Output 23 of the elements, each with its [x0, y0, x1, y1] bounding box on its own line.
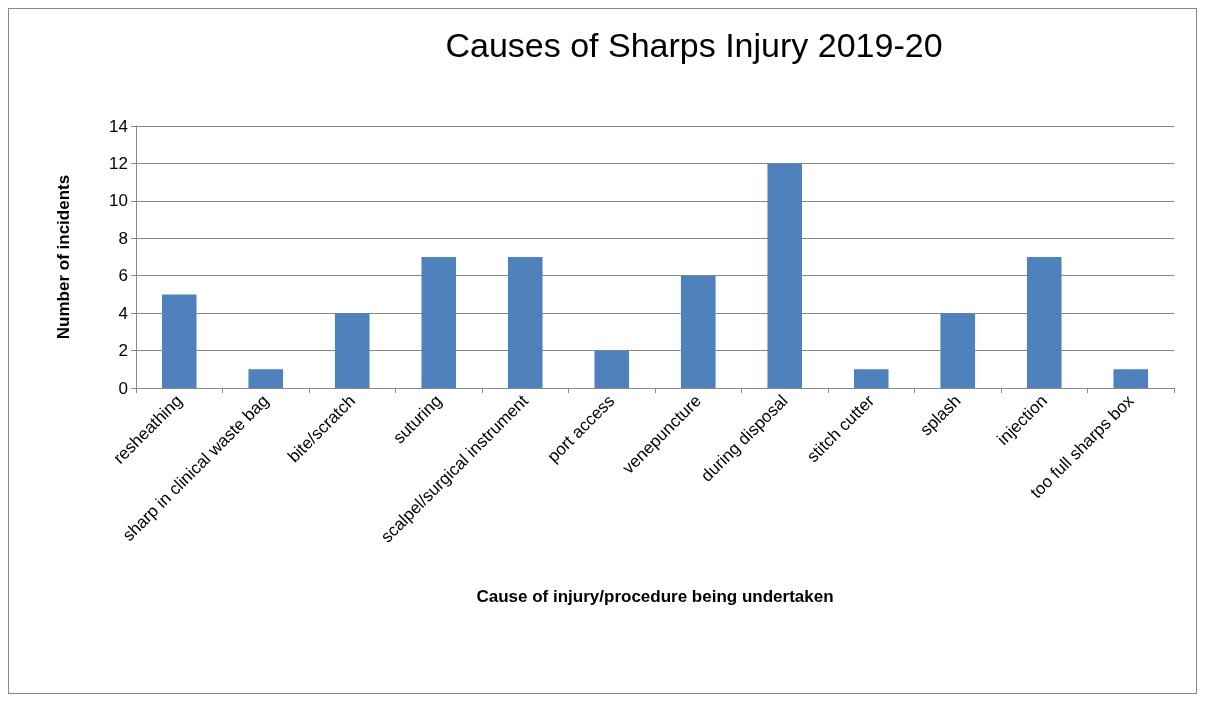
- y-tick-label: 10: [109, 191, 128, 211]
- chart-title: Causes of Sharps Injury 2019-20: [445, 26, 943, 64]
- y-tick-label: 4: [118, 303, 128, 323]
- bar: [940, 313, 976, 388]
- y-tick-label: 12: [109, 153, 128, 173]
- bar: [507, 257, 543, 388]
- bar: [421, 257, 457, 388]
- bar: [248, 369, 284, 388]
- bar: [1113, 369, 1149, 388]
- bar: [594, 350, 630, 388]
- y-tick-label: 0: [118, 378, 128, 398]
- y-tick-label: 6: [118, 266, 128, 286]
- y-tick-label: 8: [118, 228, 128, 248]
- bar: [1026, 257, 1062, 388]
- x-axis-title: Cause of injury/procedure being undertaken: [476, 587, 834, 606]
- y-tick-label: 14: [109, 116, 128, 136]
- bar: [680, 275, 716, 388]
- bar: [767, 163, 803, 388]
- y-axis-title: Number of incidents: [54, 174, 73, 340]
- y-tick-label: 2: [118, 341, 128, 361]
- bar: [334, 313, 370, 388]
- bar: [853, 369, 889, 388]
- bar: [161, 294, 197, 388]
